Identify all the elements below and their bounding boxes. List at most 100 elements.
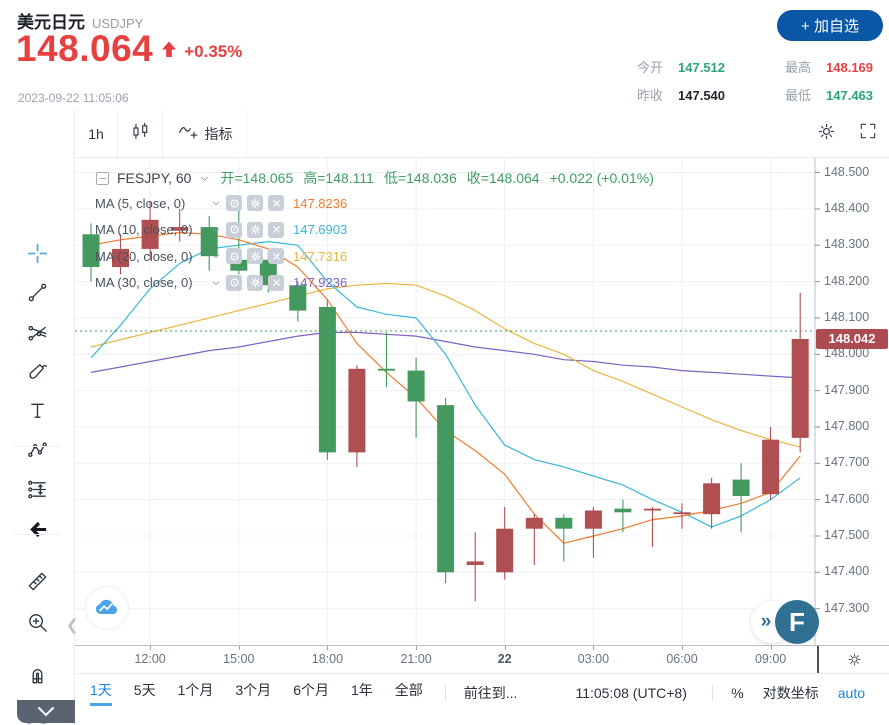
range-buttons: 1天 5天 1个月 3个月 6个月 1年 全部: [90, 680, 445, 706]
time-tick-label: 09:00: [754, 652, 787, 666]
indicator-icon: [177, 120, 199, 147]
legend-ohlc: 开=148.065 高=148.111 低=148.036 收=148.064 +0.0…: [210, 168, 653, 188]
tool-multi-line-icon[interactable]: [19, 314, 55, 350]
ma-value: 147.7316: [293, 248, 348, 264]
sidebar-collapse-button[interactable]: [17, 700, 75, 723]
time-axis[interactable]: 12:00 15:00 18:00 21:00 22 03:00 06:00 09:00: [75, 645, 889, 673]
range-button-5[interactable]: 6个月: [293, 682, 329, 698]
price-tick-label: 148.500: [824, 164, 870, 179]
ma-label: MA (20, close, 0): [95, 248, 193, 264]
chevron-down-icon[interactable]: [211, 225, 221, 235]
chart-settings-button[interactable]: [805, 110, 847, 157]
percent-scale-button[interactable]: %: [731, 685, 744, 701]
panel-collapse-chevron[interactable]: ❮: [66, 617, 79, 634]
indicator-button[interactable]: 指标: [163, 110, 247, 157]
chart-area[interactable]: 148.500 148.400 148.300 148.200 148.100 148.0…: [66, 158, 889, 645]
goto-date-button[interactable]: 前往到...: [463, 685, 518, 701]
ma-close-button[interactable]: [268, 221, 284, 238]
fullscreen-icon: [858, 121, 878, 146]
price-tick-label: 148.200: [824, 273, 870, 288]
time-tick-label: 22: [497, 652, 512, 666]
f-logo-button[interactable]: F: [775, 600, 819, 644]
tool-arrow-left-icon[interactable]: [19, 511, 55, 547]
tool-crosshair-icon[interactable]: [19, 235, 55, 271]
stat-value: 148.169: [826, 60, 874, 75]
tool-trend-line-icon[interactable]: [19, 274, 55, 310]
legend-symbol[interactable]: FESJPY, 60: [117, 170, 192, 186]
price-tick-label: 147.500: [824, 527, 870, 542]
range-button-3[interactable]: 1个月: [177, 682, 214, 698]
ma-visibility-button[interactable]: [226, 195, 242, 212]
ma-row-1: MA (5, close, 0) 147.8236: [95, 190, 654, 217]
divider: [712, 685, 714, 701]
ma-value: 147.8236: [293, 195, 348, 211]
collapse-legend-icon[interactable]: [95, 171, 110, 186]
ma-visibility-button[interactable]: [226, 248, 242, 265]
time-tick: [682, 646, 683, 650]
range-bar: 1天 5天 1个月 3个月 6个月 1年 全部 前往到... 11:05:08 (UTC+8…: [75, 673, 889, 712]
tool-text-icon[interactable]: [19, 392, 55, 428]
symbol-code: USDJPY: [92, 16, 144, 31]
drawing-tools-sidebar: [0, 110, 75, 725]
stat-3: 最高 148.169: [785, 57, 873, 76]
stat-value: 147.540: [678, 88, 726, 103]
cloud-mountain-icon: [95, 599, 118, 614]
fullscreen-button[interactable]: [847, 110, 889, 157]
ohlc-part: 低=148.036: [383, 170, 457, 186]
ohlc-part: 开=148.065: [220, 170, 294, 186]
ohlc-part: 收=148.064: [466, 170, 540, 186]
time-tick-label: 18:00: [311, 652, 344, 666]
tool-forecast-icon[interactable]: [19, 471, 55, 507]
ma-visibility-button[interactable]: [226, 274, 242, 291]
log-scale-button[interactable]: 对数坐标: [762, 685, 819, 701]
tool-magnet-icon[interactable]: [19, 656, 55, 692]
stat-value: 147.512: [678, 60, 726, 75]
chart-style-button[interactable]: [118, 110, 163, 157]
ma-visibility-button[interactable]: [226, 221, 242, 238]
candlestick-plot[interactable]: [75, 158, 889, 645]
time-tick: [504, 646, 506, 650]
stat-value: 147.463: [826, 88, 874, 103]
range-button-4[interactable]: 3个月: [235, 682, 272, 698]
ma-close-button[interactable]: [268, 248, 284, 265]
ma-close-button[interactable]: [268, 195, 284, 212]
range-button-1[interactable]: 1天: [90, 680, 112, 706]
range-button-6[interactable]: 1年: [350, 682, 373, 698]
toolbar-right: [805, 110, 889, 157]
axis-settings-button[interactable]: [817, 646, 889, 673]
tool-xabcd-pattern-icon[interactable]: [19, 432, 55, 468]
change-percent: +0.35%: [184, 42, 243, 61]
ma-settings-button[interactable]: [247, 195, 263, 212]
clock-label: 11:05:08 (UTC+8): [575, 685, 687, 701]
chevron-down-icon[interactable]: [199, 173, 210, 184]
time-tick: [327, 646, 329, 650]
time-tick: [416, 646, 418, 650]
ma-settings-button[interactable]: [247, 248, 263, 265]
sidebar-divider: [14, 446, 60, 447]
tool-brush-icon[interactable]: [19, 353, 55, 389]
ma-settings-button[interactable]: [247, 274, 263, 291]
timeframe-button[interactable]: 1h: [75, 110, 118, 157]
ma-settings-button[interactable]: [247, 221, 263, 238]
chevron-down-icon[interactable]: [211, 278, 221, 288]
stat-label: 最高: [785, 60, 812, 75]
ma-close-button[interactable]: [268, 274, 284, 291]
price-tick-label: 147.700: [824, 455, 870, 470]
add-watchlist-button[interactable]: + 加自选: [777, 10, 883, 41]
tool-ruler-icon[interactable]: [19, 563, 55, 599]
chevron-down-icon[interactable]: [211, 251, 221, 261]
price-row: 148.064 +0.35%: [16, 28, 242, 70]
ma-value: 147.6903: [293, 222, 348, 238]
time-tick-label: 06:00: [666, 652, 698, 666]
ma-value: 147.9236: [293, 275, 348, 291]
stat-label: 最低: [785, 88, 812, 103]
chevron-down-icon[interactable]: [211, 198, 221, 208]
tool-zoom-in-icon[interactable]: [19, 604, 55, 640]
range-button-7[interactable]: 全部: [394, 682, 423, 698]
quote-timestamp: 2023-09-22 11:05:06: [18, 91, 129, 105]
time-tick-label: 21:00: [400, 652, 432, 666]
auto-scale-button[interactable]: auto: [837, 685, 865, 701]
range-button-2[interactable]: 5天: [133, 682, 156, 698]
double-chevron-right-icon: »: [760, 611, 772, 632]
